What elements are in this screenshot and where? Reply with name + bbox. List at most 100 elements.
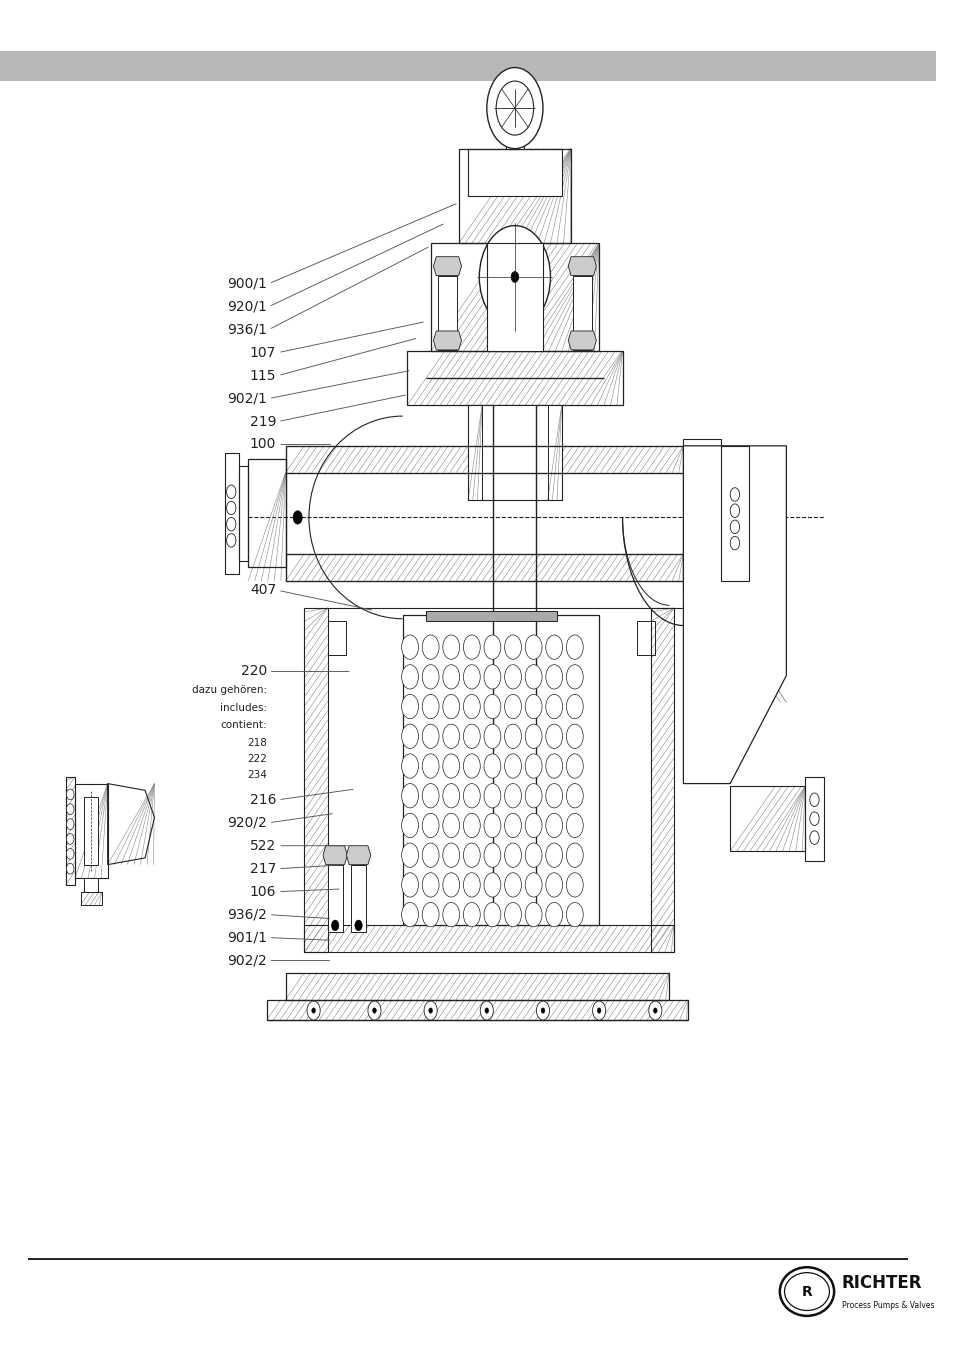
Circle shape <box>422 635 438 659</box>
Circle shape <box>226 485 235 499</box>
Text: 920/2: 920/2 <box>227 816 267 830</box>
Polygon shape <box>433 331 461 350</box>
Text: 902/1: 902/1 <box>227 392 267 405</box>
Circle shape <box>592 1001 605 1020</box>
Text: 106: 106 <box>250 885 275 898</box>
Circle shape <box>442 813 459 838</box>
Circle shape <box>545 813 562 838</box>
Circle shape <box>401 813 418 838</box>
Circle shape <box>401 665 418 689</box>
Circle shape <box>504 813 521 838</box>
Bar <box>468 149 561 196</box>
Circle shape <box>368 1001 380 1020</box>
Circle shape <box>401 635 418 659</box>
Circle shape <box>463 813 479 838</box>
Text: 522: 522 <box>250 839 275 852</box>
Bar <box>720 446 748 581</box>
Circle shape <box>67 789 74 800</box>
Text: 407: 407 <box>250 584 275 597</box>
Circle shape <box>401 784 418 808</box>
Circle shape <box>504 843 521 867</box>
Text: includes:: includes: <box>219 703 267 713</box>
Circle shape <box>422 813 438 838</box>
Circle shape <box>422 665 438 689</box>
Bar <box>650 608 674 952</box>
Polygon shape <box>568 257 596 276</box>
Circle shape <box>483 873 500 897</box>
Circle shape <box>422 724 438 748</box>
Circle shape <box>484 1008 488 1013</box>
Bar <box>285 554 682 581</box>
Circle shape <box>463 694 479 719</box>
Bar <box>0 51 935 81</box>
Circle shape <box>442 724 459 748</box>
Circle shape <box>67 804 74 815</box>
Circle shape <box>422 754 438 778</box>
Circle shape <box>545 843 562 867</box>
Circle shape <box>226 517 235 531</box>
Text: 100: 100 <box>250 438 275 451</box>
Circle shape <box>545 694 562 719</box>
Circle shape <box>401 873 418 897</box>
Circle shape <box>597 1008 600 1013</box>
Bar <box>304 925 674 952</box>
Circle shape <box>422 902 438 927</box>
Circle shape <box>566 724 582 748</box>
Circle shape <box>463 724 479 748</box>
Circle shape <box>648 1001 661 1020</box>
Text: 218: 218 <box>247 738 267 748</box>
Circle shape <box>566 813 582 838</box>
Circle shape <box>463 843 479 867</box>
Circle shape <box>463 873 479 897</box>
Circle shape <box>545 665 562 689</box>
Circle shape <box>483 754 500 778</box>
Circle shape <box>525 754 541 778</box>
Circle shape <box>525 694 541 719</box>
Circle shape <box>566 873 582 897</box>
Bar <box>407 351 622 405</box>
Circle shape <box>545 724 562 748</box>
Circle shape <box>525 873 541 897</box>
Text: dazu gehören:: dazu gehören: <box>192 685 267 696</box>
Circle shape <box>540 1008 544 1013</box>
Circle shape <box>67 834 74 844</box>
Circle shape <box>504 873 521 897</box>
Circle shape <box>525 843 541 867</box>
Circle shape <box>545 873 562 897</box>
Circle shape <box>67 848 74 859</box>
Circle shape <box>478 226 550 328</box>
Circle shape <box>401 902 418 927</box>
Circle shape <box>422 873 438 897</box>
Circle shape <box>809 831 819 844</box>
Circle shape <box>483 813 500 838</box>
Circle shape <box>312 1008 315 1013</box>
Circle shape <box>496 81 533 135</box>
Circle shape <box>504 902 521 927</box>
Text: 936/2: 936/2 <box>227 908 267 921</box>
Text: 902/2: 902/2 <box>227 954 267 967</box>
Circle shape <box>653 1008 657 1013</box>
Bar <box>468 405 561 500</box>
Circle shape <box>504 694 521 719</box>
Circle shape <box>566 843 582 867</box>
Circle shape <box>809 793 819 807</box>
Circle shape <box>422 694 438 719</box>
Circle shape <box>483 724 500 748</box>
Bar <box>430 243 598 351</box>
Polygon shape <box>433 257 461 276</box>
Bar <box>505 108 524 149</box>
Bar <box>425 611 557 621</box>
Circle shape <box>525 635 541 659</box>
Circle shape <box>536 1001 549 1020</box>
Bar <box>458 149 571 243</box>
Circle shape <box>545 754 562 778</box>
Circle shape <box>442 784 459 808</box>
Circle shape <box>483 902 500 927</box>
Text: 900/1: 900/1 <box>227 277 267 290</box>
Circle shape <box>566 665 582 689</box>
Circle shape <box>483 843 500 867</box>
Bar <box>285 973 669 1000</box>
Circle shape <box>226 534 235 547</box>
Circle shape <box>442 873 459 897</box>
Bar <box>80 892 102 905</box>
